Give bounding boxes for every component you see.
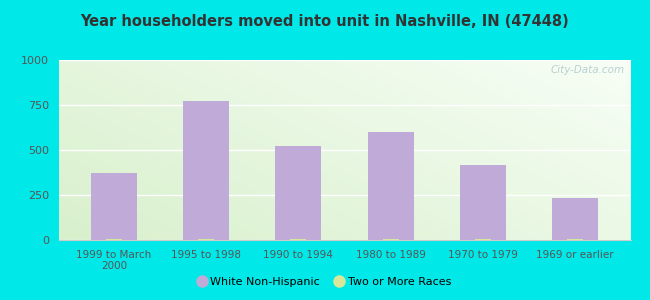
Bar (183, 100, 229, 240)
Bar (291, 239, 306, 240)
Legend: White Non-Hispanic, Two or More Races: White Non-Hispanic, Two or More Races (194, 272, 456, 291)
Bar (198, 239, 214, 240)
Bar (91, 173, 137, 240)
Bar (460, 165, 506, 240)
Bar (276, 146, 322, 240)
Bar (383, 239, 398, 240)
Bar (552, 198, 598, 240)
Bar (567, 239, 583, 240)
Bar (106, 239, 122, 240)
Text: Year householders moved into unit in Nashville, IN (47448): Year householders moved into unit in Nas… (81, 14, 569, 28)
Text: City-Data.com: City-Data.com (551, 65, 625, 75)
Bar (474, 239, 491, 240)
Bar (367, 132, 413, 240)
